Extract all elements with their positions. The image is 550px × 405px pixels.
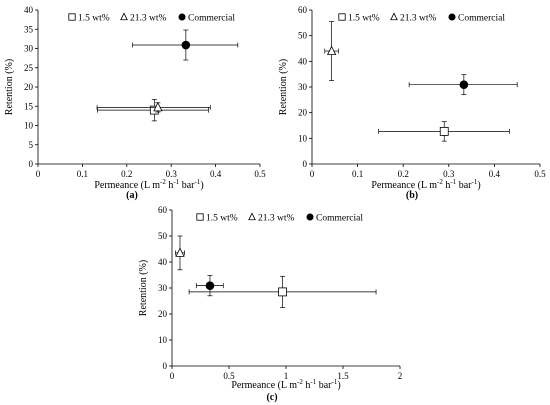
y-tick-label: 10 bbox=[298, 133, 308, 143]
x-axis-label: Permeance (L m-2 h-1 bar-1) bbox=[231, 378, 340, 391]
x-tick-label: 0.2 bbox=[121, 169, 132, 179]
data-point-triangle bbox=[326, 45, 337, 55]
legend-marker bbox=[178, 13, 186, 21]
y-tick-label: 20 bbox=[158, 309, 168, 319]
data-point-circle bbox=[459, 80, 469, 89]
y-axis-label: Retention (%) bbox=[278, 59, 289, 115]
legend-marker bbox=[390, 12, 398, 21]
legend-marker bbox=[196, 213, 204, 221]
y-tick-label: 0 bbox=[163, 361, 168, 371]
legend-label: Commercial bbox=[316, 214, 363, 224]
legend-label: 21.3 wt% bbox=[258, 214, 295, 224]
data-point-circle bbox=[205, 281, 215, 290]
legend-marker bbox=[248, 212, 256, 221]
x-tick-label: 0.1 bbox=[77, 169, 88, 179]
legend-label: 21.3 wt% bbox=[400, 14, 437, 24]
legend-label: Commercial bbox=[458, 14, 505, 24]
panel-label: (a) bbox=[126, 190, 138, 201]
x-tick-label: 0.5 bbox=[223, 371, 235, 381]
y-tick-label: 35 bbox=[24, 24, 34, 34]
legend-label: Commercial bbox=[188, 14, 235, 24]
panel-label: (b) bbox=[406, 190, 418, 201]
y-axis-label: Retention (%) bbox=[138, 260, 149, 316]
legend-label: 21.3 wt% bbox=[130, 14, 167, 24]
y-tick-label: 30 bbox=[298, 82, 308, 92]
chart-panel-3: 0 10 20 30 40 50 60 0 0.5 1 1.5 2 Permeance (L m-2 h… bbox=[138, 205, 402, 403]
legend-marker bbox=[448, 13, 456, 21]
data-point-circle bbox=[181, 40, 191, 50]
chart-panel-2: 0 10 20 30 40 50 60 0 0.1 0.2 0.3 0.4 0.5 Permeance (… bbox=[278, 5, 546, 201]
y-tick-label: 40 bbox=[158, 257, 168, 267]
legend-label: 1.5 wt% bbox=[78, 14, 110, 24]
x-tick-label: 0.5 bbox=[534, 169, 546, 179]
x-axis-label: Permeance (L m-2 h-1 bar-1) bbox=[371, 178, 480, 191]
x-tick-label: 0.3 bbox=[443, 169, 455, 179]
y-tick-label: 20 bbox=[298, 108, 308, 118]
y-tick-label: 30 bbox=[158, 283, 168, 293]
x-axis-label: Permeance (L m-2 h-1 bar-1) bbox=[94, 178, 203, 191]
x-tick-label: 0 bbox=[36, 169, 41, 179]
x-tick-label: 1.5 bbox=[337, 371, 349, 381]
y-tick-label: 20 bbox=[24, 82, 34, 92]
y-tick-label: 50 bbox=[298, 31, 308, 41]
x-tick-label: 0.3 bbox=[166, 169, 178, 179]
x-tick-label: 0.4 bbox=[210, 169, 222, 179]
legend-marker bbox=[306, 213, 314, 221]
x-tick-label: 0 bbox=[310, 169, 315, 179]
x-tick-label: 1 bbox=[284, 371, 289, 381]
y-tick-label: 60 bbox=[298, 5, 308, 15]
x-tick-label: 0.1 bbox=[352, 169, 363, 179]
y-tick-label: 5 bbox=[29, 140, 34, 150]
legend-marker bbox=[68, 13, 76, 21]
y-tick-label: 40 bbox=[24, 5, 34, 15]
data-point-square bbox=[439, 127, 449, 136]
panel-label: (c) bbox=[266, 392, 277, 403]
y-tick-label: 0 bbox=[29, 159, 34, 169]
data-point-triangle bbox=[175, 247, 185, 257]
x-tick-label: 2 bbox=[398, 371, 403, 381]
y-tick-label: 10 bbox=[24, 121, 34, 131]
legend-label: 1.5 wt% bbox=[348, 14, 380, 24]
chart-panel-1: 0 5 10 15 20 25 30 35 40 0 0.1 0.2 0.3 0.4 0.5 Permeanc… bbox=[4, 5, 266, 201]
y-tick-label: 0 bbox=[303, 159, 308, 169]
y-tick-label: 60 bbox=[158, 205, 168, 215]
legend-label: 1.5 wt% bbox=[206, 214, 238, 224]
x-tick-label: 0.5 bbox=[254, 169, 266, 179]
data-point-square bbox=[278, 287, 287, 297]
y-tick-label: 50 bbox=[158, 231, 168, 241]
y-tick-label: 10 bbox=[158, 335, 168, 345]
data-point-triangle bbox=[153, 101, 163, 112]
y-tick-label: 30 bbox=[24, 44, 34, 54]
legend-marker bbox=[120, 12, 128, 21]
y-tick-label: 25 bbox=[24, 63, 34, 73]
x-tick-label: 0.2 bbox=[398, 169, 409, 179]
y-axis-label: Retention (%) bbox=[4, 59, 15, 115]
legend-marker bbox=[338, 13, 346, 21]
y-tick-label: 15 bbox=[24, 101, 34, 111]
y-tick-label: 40 bbox=[298, 56, 308, 66]
x-tick-label: 0 bbox=[170, 371, 175, 381]
x-tick-label: 0.4 bbox=[489, 169, 501, 179]
